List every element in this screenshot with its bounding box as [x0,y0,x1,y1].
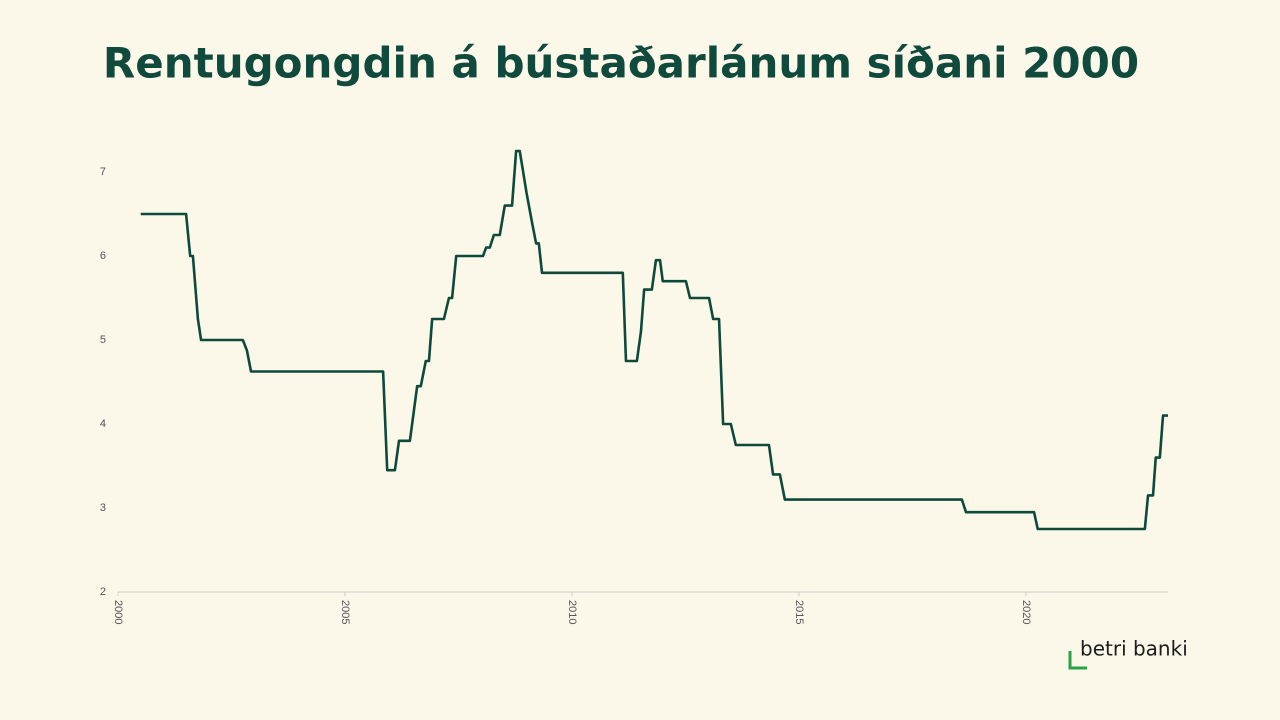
y-tick-label: 7 [100,166,106,178]
x-tick-label: 2000 [112,600,124,624]
x-tick-label: 2015 [793,600,805,624]
x-tick-label: 2010 [566,600,578,624]
x-tick-label: 2005 [339,600,351,624]
x-tick-label: 2020 [1020,600,1032,624]
chart-title: Rentugongdin á bústaðarlánum síðani 2000 [103,39,1139,88]
y-tick-label: 4 [100,418,106,430]
y-tick-label: 3 [100,502,106,514]
y-tick-label: 6 [100,250,106,262]
y-tick-label: 2 [100,586,106,598]
logo-text: betri banki [1080,637,1188,661]
logo: betri banki [1068,637,1188,670]
line-series [140,149,1168,531]
logo-mark [1068,651,1087,670]
y-tick-label: 5 [100,334,106,346]
